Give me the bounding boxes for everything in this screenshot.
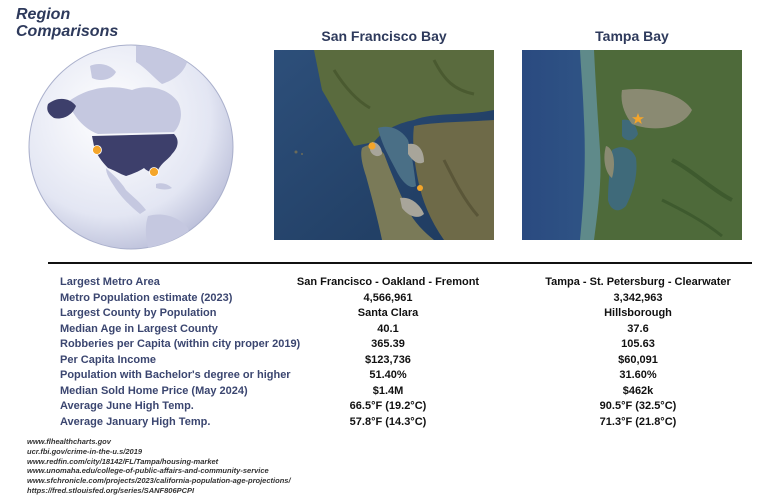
region-heading-tampa: Tampa Bay — [595, 28, 669, 44]
row-label: Median Age in Largest County — [60, 322, 218, 335]
tampa-value: 105.63 — [621, 338, 655, 350]
sf-value: 66.5°F (19.2°C) — [349, 400, 427, 412]
sf-value: 57.8°F (14.3°C) — [349, 415, 427, 428]
table-row: Population with Bachelor's degree or hig… — [60, 369, 760, 385]
sources-list: www.flhealthcharts.gov ucr.fbi.gov/crime… — [27, 437, 291, 496]
sf-location-marker-icon — [92, 145, 102, 155]
table-row: Robberies per Capita (within city proper… — [60, 338, 760, 354]
page-title: Region Comparisons — [16, 6, 118, 40]
table-row: Average June High Temp. 66.5°F (19.2°C) … — [60, 400, 760, 416]
tampa-location-marker-icon — [149, 167, 159, 177]
sf-city-marker-icon — [368, 142, 376, 150]
sf-value: San Francisco - Oakland - Fremont — [296, 276, 480, 288]
tampa-city-marker-icon — [632, 113, 644, 124]
source-item: www.flhealthcharts.gov — [27, 437, 111, 446]
page-title-line1: Region — [16, 6, 71, 23]
row-label: Largest County by Population — [60, 307, 217, 319]
sf-value: 40.1 — [377, 322, 399, 335]
row-label: Robberies per Capita (within city proper… — [60, 338, 301, 350]
tampa-value: $60,091 — [618, 353, 658, 366]
sf-bay-satellite-map — [274, 50, 494, 240]
sf-value: Santa Clara — [357, 307, 419, 319]
source-item: ucr.fbi.gov/crime-in-the-u.s/2019 — [27, 446, 143, 456]
san-jose-marker-icon — [417, 185, 423, 191]
table-row: Average January High Temp. 57.8°F (14.3°… — [60, 416, 760, 432]
table-row: Largest Metro Area San Francisco - Oakla… — [60, 276, 760, 292]
tampa-value: Hillsborough — [604, 307, 672, 319]
row-label: Average January High Temp. — [60, 415, 211, 428]
table-row: Largest County by Population Santa Clara… — [60, 307, 760, 323]
source-item: www.sfchronicle.com/projects/2023/califo… — [27, 476, 291, 486]
sf-value: 365.39 — [371, 338, 405, 350]
section-divider — [48, 262, 752, 264]
row-label: Median Sold Home Price (May 2024) — [60, 384, 248, 397]
table-row: Metro Population estimate (2023) 4,566,9… — [60, 292, 760, 308]
table-row: Per Capita Income $123,736 $60,091 — [60, 354, 760, 370]
table-row: Median Sold Home Price (May 2024) $1.4M … — [60, 385, 760, 401]
sf-value: $1.4M — [372, 384, 404, 397]
sf-value: 51.40% — [369, 369, 407, 381]
row-label: Average June High Temp. — [60, 400, 194, 412]
page-title-line2: Comparisons — [16, 23, 119, 40]
tampa-value: 31.60% — [619, 369, 657, 381]
row-label: Largest Metro Area — [60, 276, 160, 288]
sf-value: $123,736 — [365, 353, 411, 366]
source-item: www.redfin.com/city/18142/FL/Tampa/housi… — [27, 456, 219, 466]
tampa-bay-satellite-map — [522, 50, 742, 240]
tampa-value: $462k — [622, 384, 654, 397]
source-item: www.unomaha.edu/college-of-public-affair… — [27, 466, 269, 476]
globe-map — [28, 44, 234, 250]
tampa-value: Tampa - St. Petersburg - Clearwater — [545, 276, 731, 288]
source-item: https://fred.stlouisfed.org/series/SANF8… — [27, 485, 195, 495]
table-row: Median Age in Largest County 40.1 37.6 — [60, 323, 760, 339]
tampa-value: 3,342,963 — [613, 291, 663, 304]
row-label: Per Capita Income — [60, 353, 156, 366]
sf-value: 4,566,961 — [363, 291, 413, 304]
tampa-value: 71.3°F (21.8°C) — [599, 415, 677, 428]
row-label: Metro Population estimate (2023) — [60, 291, 233, 304]
row-label: Population with Bachelor's degree or hig… — [60, 369, 291, 381]
comparison-table: Largest Metro Area San Francisco - Oakla… — [60, 276, 760, 431]
region-heading-sf: San Francisco Bay — [321, 28, 447, 44]
tampa-value: 37.6 — [627, 322, 649, 335]
tampa-value: 90.5°F (32.5°C) — [599, 400, 677, 412]
